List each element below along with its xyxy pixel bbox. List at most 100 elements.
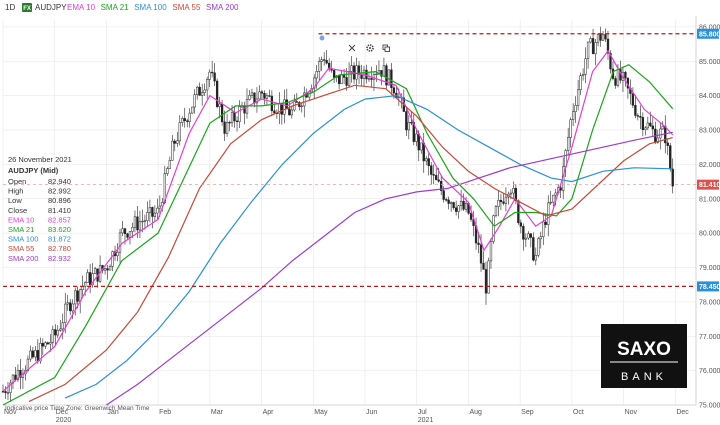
candle-body: [382, 65, 386, 77]
candle-body: [350, 65, 353, 72]
info-row-label: SMA 200: [8, 254, 38, 263]
candle-body: [365, 69, 368, 80]
candle-body: [504, 196, 508, 204]
info-row-label: Close: [8, 206, 27, 215]
candle-body: [387, 69, 391, 86]
candle-body: [88, 272, 92, 286]
candle-body: [392, 87, 396, 94]
timeframe-label[interactable]: 1D: [5, 3, 15, 12]
candle-body: [196, 86, 199, 95]
candle-body: [616, 69, 620, 86]
candle-body: [220, 103, 224, 123]
y-tick-label: 84.000: [699, 93, 720, 100]
candle-body: [108, 266, 112, 271]
candle-body: [263, 92, 266, 99]
line-anchor-handle[interactable]: [319, 35, 325, 41]
info-row-value: 82.780: [48, 244, 71, 253]
candle-body: [576, 89, 580, 106]
x-tick-label: Dec: [56, 409, 69, 416]
y-tick-label: 85.000: [699, 59, 720, 66]
candle-body: [233, 112, 236, 122]
candle-body: [584, 58, 587, 75]
candle-body: [579, 75, 582, 91]
candle-body: [464, 202, 468, 210]
candle-body: [71, 303, 74, 312]
candle-body: [457, 205, 460, 212]
candle-body: [148, 207, 152, 213]
candle-body: [16, 369, 20, 380]
indicator-line-sma-55: [28, 84, 673, 403]
info-row-value: 83.620: [48, 225, 71, 234]
candle-body: [44, 342, 47, 347]
y-tick-label: 75.000: [699, 403, 720, 410]
indicator-label-4[interactable]: SMA 200: [206, 3, 239, 12]
candle-body: [66, 302, 69, 305]
y-tick-label: 79.000: [699, 265, 720, 272]
candle-body: [631, 93, 635, 106]
close-icon[interactable]: [348, 44, 356, 52]
indicator-label-1[interactable]: SMA 21: [101, 3, 130, 12]
candle-body: [606, 38, 610, 54]
candle-body: [586, 41, 590, 59]
candle-body: [14, 374, 17, 380]
level-price-label: 81.410: [699, 182, 720, 189]
candle-body: [223, 121, 226, 134]
candle-body: [106, 268, 109, 271]
chart-header: 1D FX AUDJPY EMA 10 SMA 21 SMA 100 SMA 55 SM…: [5, 3, 239, 12]
copy-icon[interactable]: [382, 44, 390, 52]
candle-body: [250, 92, 254, 96]
candle-body: [136, 216, 139, 231]
line-toolbar: [319, 35, 390, 52]
candle-body: [524, 237, 527, 240]
indicator-label-2[interactable]: SMA 100: [134, 3, 167, 12]
candle-body: [599, 34, 602, 41]
candle-body: [19, 369, 22, 378]
candle-body: [601, 34, 605, 41]
candle-body: [153, 212, 157, 217]
candle-body: [84, 282, 87, 287]
candle-body: [300, 105, 303, 108]
x-tick-label: Apr: [263, 409, 275, 416]
candle-body: [440, 181, 443, 191]
candle-body: [539, 236, 542, 240]
candle-body: [337, 75, 341, 84]
candle-body: [549, 201, 552, 204]
x-tick-label: Nov: [625, 409, 638, 416]
candle-body: [656, 137, 659, 143]
symbol-label[interactable]: AUDJPY: [35, 3, 67, 12]
candle-body: [469, 213, 473, 220]
candle-body: [327, 62, 331, 70]
candle-body: [345, 77, 348, 86]
candle-body: [64, 303, 67, 324]
horizontal-levels: 85.800 81.410 78.450: [3, 28, 720, 292]
indicator-label-3[interactable]: SMA 55: [172, 3, 201, 12]
indicator-line-ema-10: [2, 49, 674, 392]
candle-body: [669, 145, 672, 170]
x-tick-label: Nov: [4, 409, 17, 416]
candle-body: [497, 199, 500, 207]
candle-body: [218, 103, 221, 107]
candle-body: [462, 200, 465, 210]
y-tick-label: 80.000: [699, 231, 720, 238]
candle-body: [201, 92, 204, 96]
candle-body: [442, 190, 445, 200]
candle-body: [320, 59, 323, 62]
level-price-tag: [697, 281, 719, 292]
candle-body: [318, 61, 321, 72]
candle-body: [569, 119, 572, 138]
y-tick-label: 82.000: [699, 162, 720, 169]
gear-icon[interactable]: [366, 44, 374, 52]
candle-body: [492, 215, 495, 242]
indicator-label-0[interactable]: EMA 10: [67, 3, 96, 12]
candle-body: [449, 202, 453, 204]
y-tick-label: 81.000: [699, 196, 720, 203]
candle-body: [215, 80, 219, 107]
candle-body: [303, 92, 306, 107]
candle-body: [138, 221, 142, 231]
candle-body: [323, 59, 326, 61]
candle-body: [432, 174, 435, 176]
y-tick-label: 76.000: [699, 368, 720, 375]
y-tick-label: 78.000: [699, 299, 720, 306]
